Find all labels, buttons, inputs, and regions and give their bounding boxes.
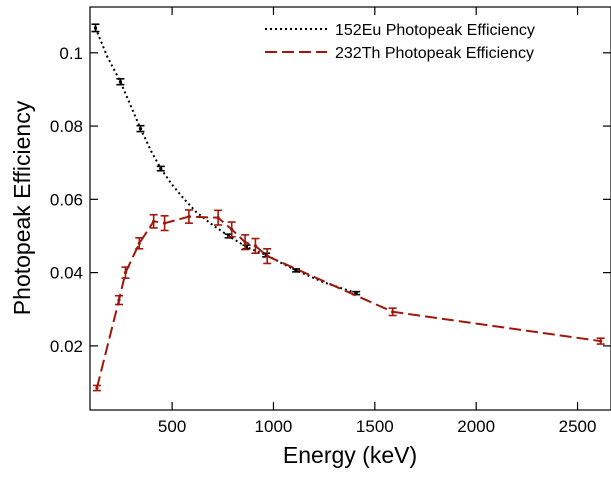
legend: 152Eu Photopeak Efficiency 232Th Photope… (265, 22, 535, 62)
y-axis-label: Photopeak Efficiency (9, 100, 35, 315)
y-tick-label: 0.06 (50, 190, 83, 209)
data-marker (123, 271, 128, 275)
legend-label-eu: 152Eu Photopeak Efficiency (335, 22, 535, 39)
data-marker (187, 214, 191, 219)
x-tick-label: 500 (158, 417, 186, 436)
data-point-th (121, 266, 130, 279)
data-point-th (214, 209, 223, 226)
x-axis-label: Energy (keV) (283, 442, 417, 468)
data-point-eu (116, 78, 125, 86)
data-marker (93, 26, 98, 30)
x-tick-label: 2500 (559, 417, 597, 436)
y-tick-label: 0.1 (59, 44, 83, 63)
data-point-eu (91, 23, 100, 33)
plot-frame (89, 6, 611, 411)
data-point-eu (136, 124, 145, 133)
data-marker (138, 127, 143, 131)
data-marker (118, 80, 123, 84)
data-marker (159, 166, 163, 171)
data-marker (391, 310, 395, 314)
data-point-eu (156, 165, 165, 172)
data-marker (230, 227, 234, 231)
data-point-eu (242, 244, 251, 250)
data-point-th (263, 248, 272, 265)
x-tick-label: 1000 (255, 417, 293, 436)
data-point-th (160, 215, 169, 232)
data-point-eu (292, 268, 301, 273)
data-point-th (596, 337, 605, 345)
legend-label-th: 232Th Photopeak Efficiency (335, 45, 534, 62)
data-marker (243, 240, 247, 244)
series-line-th (95, 215, 601, 389)
y-tick-label: 0.08 (50, 117, 83, 136)
data-marker (599, 339, 603, 343)
data-point-th (92, 384, 101, 392)
data-marker (265, 254, 269, 258)
data-marker (354, 291, 358, 295)
y-tick-label: 0.04 (50, 264, 83, 283)
data-marker (216, 216, 220, 220)
data-point-th (241, 234, 250, 251)
data-marker (117, 298, 121, 302)
data-point-th (388, 307, 397, 317)
data-point-th (251, 237, 260, 254)
data-point-th (184, 209, 193, 224)
data-point-th (114, 294, 123, 306)
x-axis-ticks: 500 1000 1500 2000 2500 (158, 7, 597, 436)
x-tick-label: 1500 (356, 417, 394, 436)
data-marker (95, 386, 99, 390)
y-tick-label: 0.02 (50, 337, 83, 356)
data-point-th (135, 237, 144, 250)
data-marker (253, 244, 258, 248)
data-marker (163, 221, 167, 225)
series-layer (91, 23, 605, 392)
data-marker (137, 241, 141, 245)
data-marker (152, 219, 156, 223)
data-point-th (149, 213, 158, 229)
y-axis-ticks: 0.02 0.04 0.06 0.08 0.1 (50, 44, 611, 356)
data-point-th (227, 221, 236, 238)
data-marker (294, 268, 298, 273)
x-tick-label: 2000 (457, 417, 495, 436)
